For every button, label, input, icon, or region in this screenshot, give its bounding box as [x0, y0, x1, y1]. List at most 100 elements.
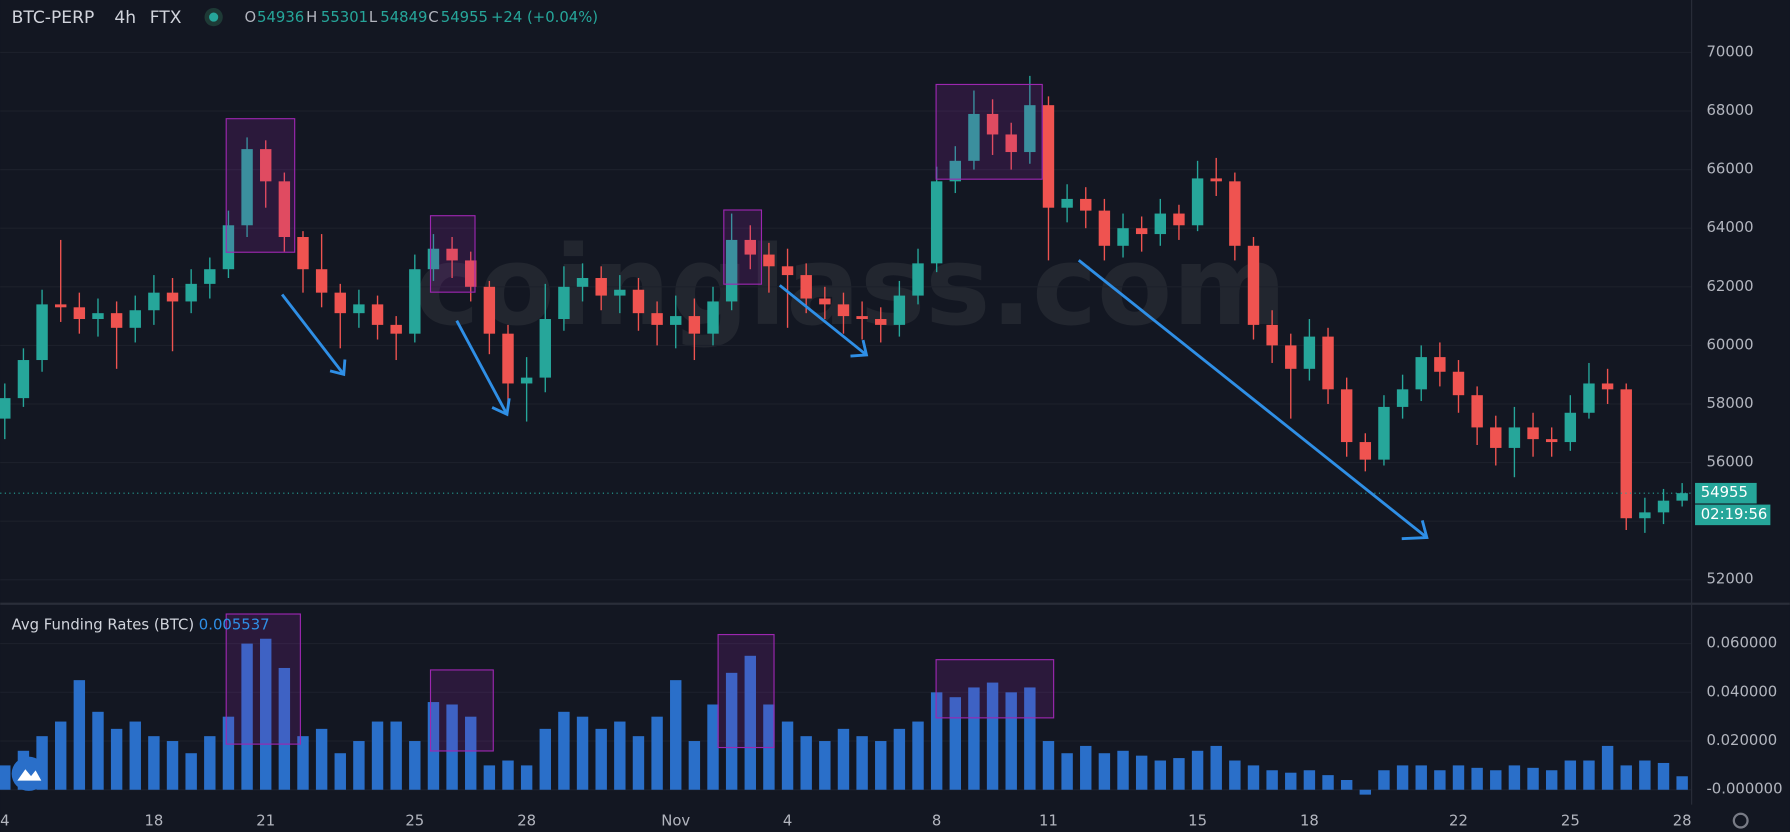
candle-body	[129, 310, 141, 328]
y-tick-label: 60000	[1706, 336, 1753, 353]
candle-body	[856, 316, 868, 320]
candle-body	[260, 149, 272, 182]
candle-body	[1657, 500, 1670, 513]
x-tick-label: 18	[144, 813, 163, 830]
candle-body	[595, 278, 607, 296]
candle-body	[502, 333, 514, 384]
bar	[446, 704, 458, 790]
bar	[129, 721, 141, 790]
candle-body	[670, 316, 682, 325]
x-tick-label: 18	[1300, 813, 1319, 830]
candle-body	[353, 304, 365, 314]
bar	[576, 716, 589, 790]
candle-body	[520, 377, 533, 384]
candle-body	[912, 263, 924, 296]
y-tick-label: 0.020000	[1706, 732, 1777, 749]
x-tick-label: 25	[405, 813, 424, 830]
arrows	[280, 259, 1429, 541]
bar	[837, 728, 850, 790]
candle-body	[1340, 389, 1353, 443]
candle-body	[110, 313, 123, 328]
bar	[1639, 760, 1651, 790]
candle-body	[1322, 336, 1334, 390]
candle-body	[781, 266, 794, 276]
bar	[92, 711, 104, 790]
candle-body	[949, 160, 962, 182]
bar	[334, 753, 346, 790]
candle-body	[427, 248, 440, 270]
arrow-head	[850, 339, 869, 358]
y-tick-label: 70000	[1706, 43, 1753, 60]
candle-body	[576, 278, 589, 287]
bar	[1303, 770, 1316, 790]
indicator-value: 0.005537	[199, 616, 270, 633]
candle-body	[968, 113, 980, 161]
candle-body	[688, 316, 701, 334]
candle-body	[744, 239, 756, 255]
candle-body	[1210, 178, 1222, 182]
bar	[409, 741, 421, 790]
bar	[36, 736, 48, 790]
bar	[968, 687, 980, 790]
bar	[502, 760, 514, 790]
ohlc-value: 55301	[321, 9, 368, 26]
y-tick-label: 66000	[1706, 161, 1753, 178]
x-tick-label: 4	[783, 813, 792, 830]
candle-body	[0, 398, 11, 419]
candle-body	[800, 275, 812, 299]
x-tick-label: 28	[1673, 813, 1692, 830]
candle-body	[1508, 427, 1521, 448]
candle-body	[446, 248, 458, 261]
candle-body	[1601, 383, 1614, 390]
bar	[1676, 776, 1688, 790]
bar	[670, 680, 682, 790]
bar	[930, 692, 943, 790]
candle-body	[204, 269, 216, 284]
bar	[1527, 767, 1539, 790]
candle-body	[1545, 439, 1558, 443]
bar	[371, 721, 384, 790]
ohlc-letter: L	[369, 9, 378, 26]
candle-body	[1396, 389, 1409, 407]
highlight-boxes	[225, 83, 1055, 752]
ohlc-letter: C	[428, 9, 438, 26]
bar	[744, 655, 756, 790]
candle-body	[278, 181, 291, 237]
candle-body	[1452, 371, 1465, 396]
bar	[632, 736, 645, 790]
bar	[427, 702, 440, 790]
bar	[651, 716, 663, 790]
bar	[1508, 765, 1521, 790]
candle-body	[1080, 198, 1092, 211]
exchange: FTX	[150, 8, 182, 28]
candle-body	[409, 269, 421, 334]
x-tick-label: 25	[1561, 813, 1580, 830]
arrow-head	[329, 359, 347, 377]
bar	[166, 741, 179, 790]
candle-body	[819, 298, 831, 305]
bar	[185, 753, 197, 790]
candle-body	[763, 254, 775, 267]
bar	[893, 728, 906, 790]
bar	[1434, 770, 1446, 790]
bar	[1285, 772, 1297, 790]
x-tick-label: 11	[1039, 813, 1058, 830]
y-tick-label: 64000	[1706, 219, 1753, 236]
bar	[241, 643, 253, 790]
bar	[148, 736, 160, 790]
bar	[297, 736, 309, 790]
candle-body	[558, 286, 570, 320]
status-dot[interactable]	[209, 12, 219, 22]
settings-button[interactable]	[1732, 812, 1749, 829]
candle-body	[1490, 427, 1502, 448]
bar	[1154, 760, 1167, 790]
last-price-label: 54955	[1701, 484, 1748, 501]
highlight-box	[429, 669, 494, 752]
candle-body	[1620, 389, 1632, 519]
arrow	[778, 284, 868, 357]
candle-body	[1527, 427, 1539, 440]
candle-body	[1191, 178, 1204, 226]
candle-body	[1378, 406, 1390, 460]
ohlc-letter: O	[244, 9, 256, 26]
